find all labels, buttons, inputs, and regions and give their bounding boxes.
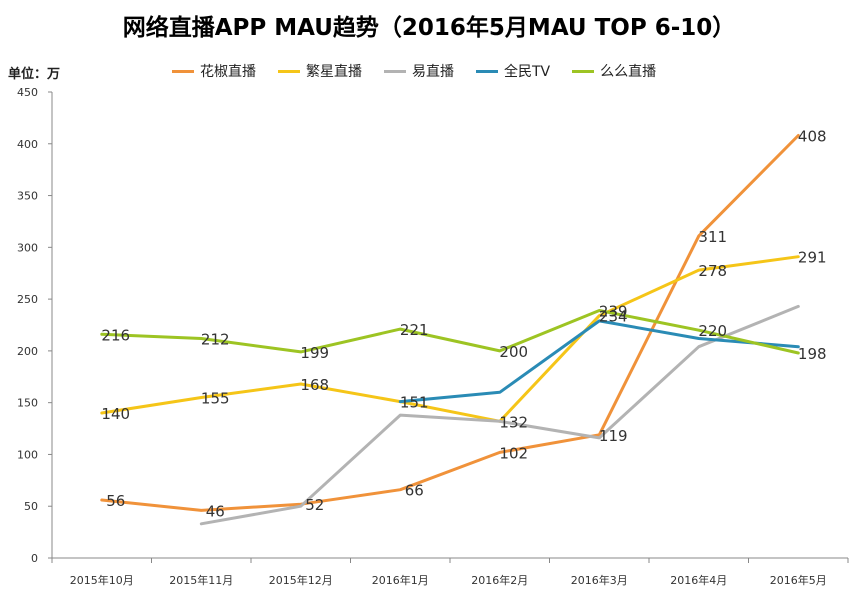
x-tick-label: 2015年11月 [169, 573, 233, 587]
legend-item: 全民TV [476, 61, 550, 81]
legend-label: 么么直播 [600, 64, 657, 80]
data-label: 278 [698, 262, 727, 280]
data-label: 220 [698, 322, 727, 340]
legend-label: 全民TV [504, 64, 551, 80]
data-label: 408 [798, 127, 827, 145]
y-tick-label: 200 [17, 345, 38, 358]
legend-swatch [572, 69, 595, 73]
data-label: 200 [499, 343, 528, 361]
data-label: 198 [798, 345, 827, 363]
y-tick-label: 150 [17, 397, 38, 410]
data-label: 151 [400, 394, 429, 412]
data-label: 132 [499, 413, 528, 431]
y-tick-label: 50 [24, 500, 38, 513]
data-label: 221 [400, 321, 429, 339]
x-tick-label: 2016年2月 [471, 573, 528, 587]
data-label: 291 [798, 249, 827, 267]
legend-item: 么么直播 [572, 61, 656, 81]
series-line-2 [100, 255, 800, 423]
legend-swatch [172, 69, 194, 73]
y-tick-label: 300 [17, 241, 38, 254]
x-tick-label: 2015年12月 [269, 573, 333, 587]
legend-item: 花椒直播 [172, 61, 256, 81]
unit-label: 单位：万 [8, 67, 61, 82]
x-tick-label: 2016年3月 [571, 573, 628, 587]
x-tick-label: 2016年5月 [770, 573, 827, 587]
data-label: 216 [101, 326, 130, 344]
legend-item: 繁星直播 [278, 61, 362, 81]
data-label: 52 [305, 496, 324, 514]
x-tick-label: 2016年4月 [670, 573, 727, 587]
data-label: 46 [206, 502, 225, 520]
legend-swatch [278, 69, 300, 73]
legend-label: 繁星直播 [306, 64, 362, 80]
y-tick-label: 250 [17, 293, 38, 306]
data-label: 212 [201, 330, 230, 348]
series-line-1 [100, 134, 800, 512]
legend-swatch [476, 69, 498, 73]
y-tick-label: 0 [31, 552, 38, 565]
data-label: 311 [698, 228, 727, 246]
data-label: 234 [599, 308, 628, 326]
x-tick-label: 2015年10月 [70, 573, 134, 587]
data-label: 199 [300, 344, 329, 362]
y-tick-label: 450 [17, 86, 38, 99]
data-label: 56 [106, 492, 125, 510]
x-tick-label: 2016年1月 [372, 573, 429, 587]
series-line-3 [199, 304, 800, 526]
data-label: 168 [300, 376, 329, 394]
series-line-5 [100, 309, 800, 355]
data-label: 140 [101, 405, 130, 423]
data-label: 239 [599, 303, 628, 321]
data-label: 102 [499, 444, 528, 462]
legend-item: 易直播 [384, 61, 454, 81]
legend-swatch [384, 69, 406, 73]
legend-label: 花椒直播 [200, 64, 256, 80]
y-tick-label: 350 [17, 190, 38, 203]
data-label: 66 [405, 482, 424, 500]
chart-title: 网络直播APP MAU趋势（2016年5月MAU TOP 6-10） [122, 15, 736, 41]
y-tick-label: 400 [17, 138, 38, 151]
series-line-4 [398, 319, 800, 404]
legend-label: 易直播 [412, 64, 454, 80]
data-label: 155 [201, 389, 230, 407]
data-label: 119 [599, 427, 628, 445]
legend: 花椒直播 繁星直播 易直播 全民TV 么么直播 [172, 61, 656, 81]
y-tick-label: 100 [17, 448, 38, 461]
